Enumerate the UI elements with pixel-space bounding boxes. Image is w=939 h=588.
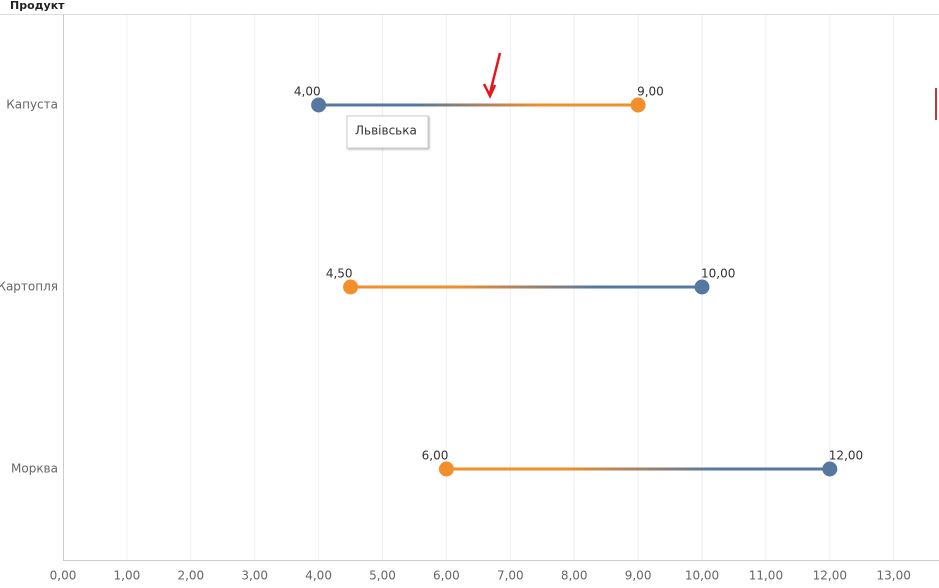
x-tick-label: 6,00: [433, 569, 460, 583]
point: [822, 461, 838, 477]
value-label: 9,00: [637, 85, 664, 99]
point: [311, 97, 327, 113]
x-tick-label: 4,00: [305, 569, 332, 583]
x-tick-label: 13,00: [877, 569, 911, 583]
x-tick-label: 11,00: [749, 569, 783, 583]
x-tick-label: 2,00: [177, 569, 204, 583]
value-label: 12,00: [829, 449, 863, 463]
x-tick-label: 8,00: [561, 569, 588, 583]
tooltip-text: Львівська: [355, 124, 417, 138]
x-tick-label: 12,00: [813, 569, 847, 583]
y-tick-label: Картопля: [0, 280, 58, 294]
point: [694, 279, 710, 295]
x-tick-label: 0,00: [50, 569, 77, 583]
x-tick-label: 9,00: [625, 569, 652, 583]
point: [343, 279, 359, 295]
value-label: 10,00: [701, 267, 735, 281]
tooltip-box: [346, 115, 429, 149]
value-label: 4,50: [326, 267, 353, 281]
x-tick-label: 10,00: [685, 569, 719, 583]
point: [630, 97, 646, 113]
y-tick-label: Морква: [11, 462, 58, 476]
value-label: 4,00: [294, 85, 321, 99]
value-label: 6,00: [422, 449, 449, 463]
x-tick-label: 5,00: [369, 569, 396, 583]
y-tick-label: Капуста: [6, 98, 58, 112]
point: [438, 461, 454, 477]
header: Продукт: [10, 0, 65, 12]
x-tick-label: 7,00: [497, 569, 524, 583]
arrow: [482, 52, 502, 99]
x-tick-label: 1,00: [114, 569, 141, 583]
x-tick-label: 3,00: [241, 569, 268, 583]
